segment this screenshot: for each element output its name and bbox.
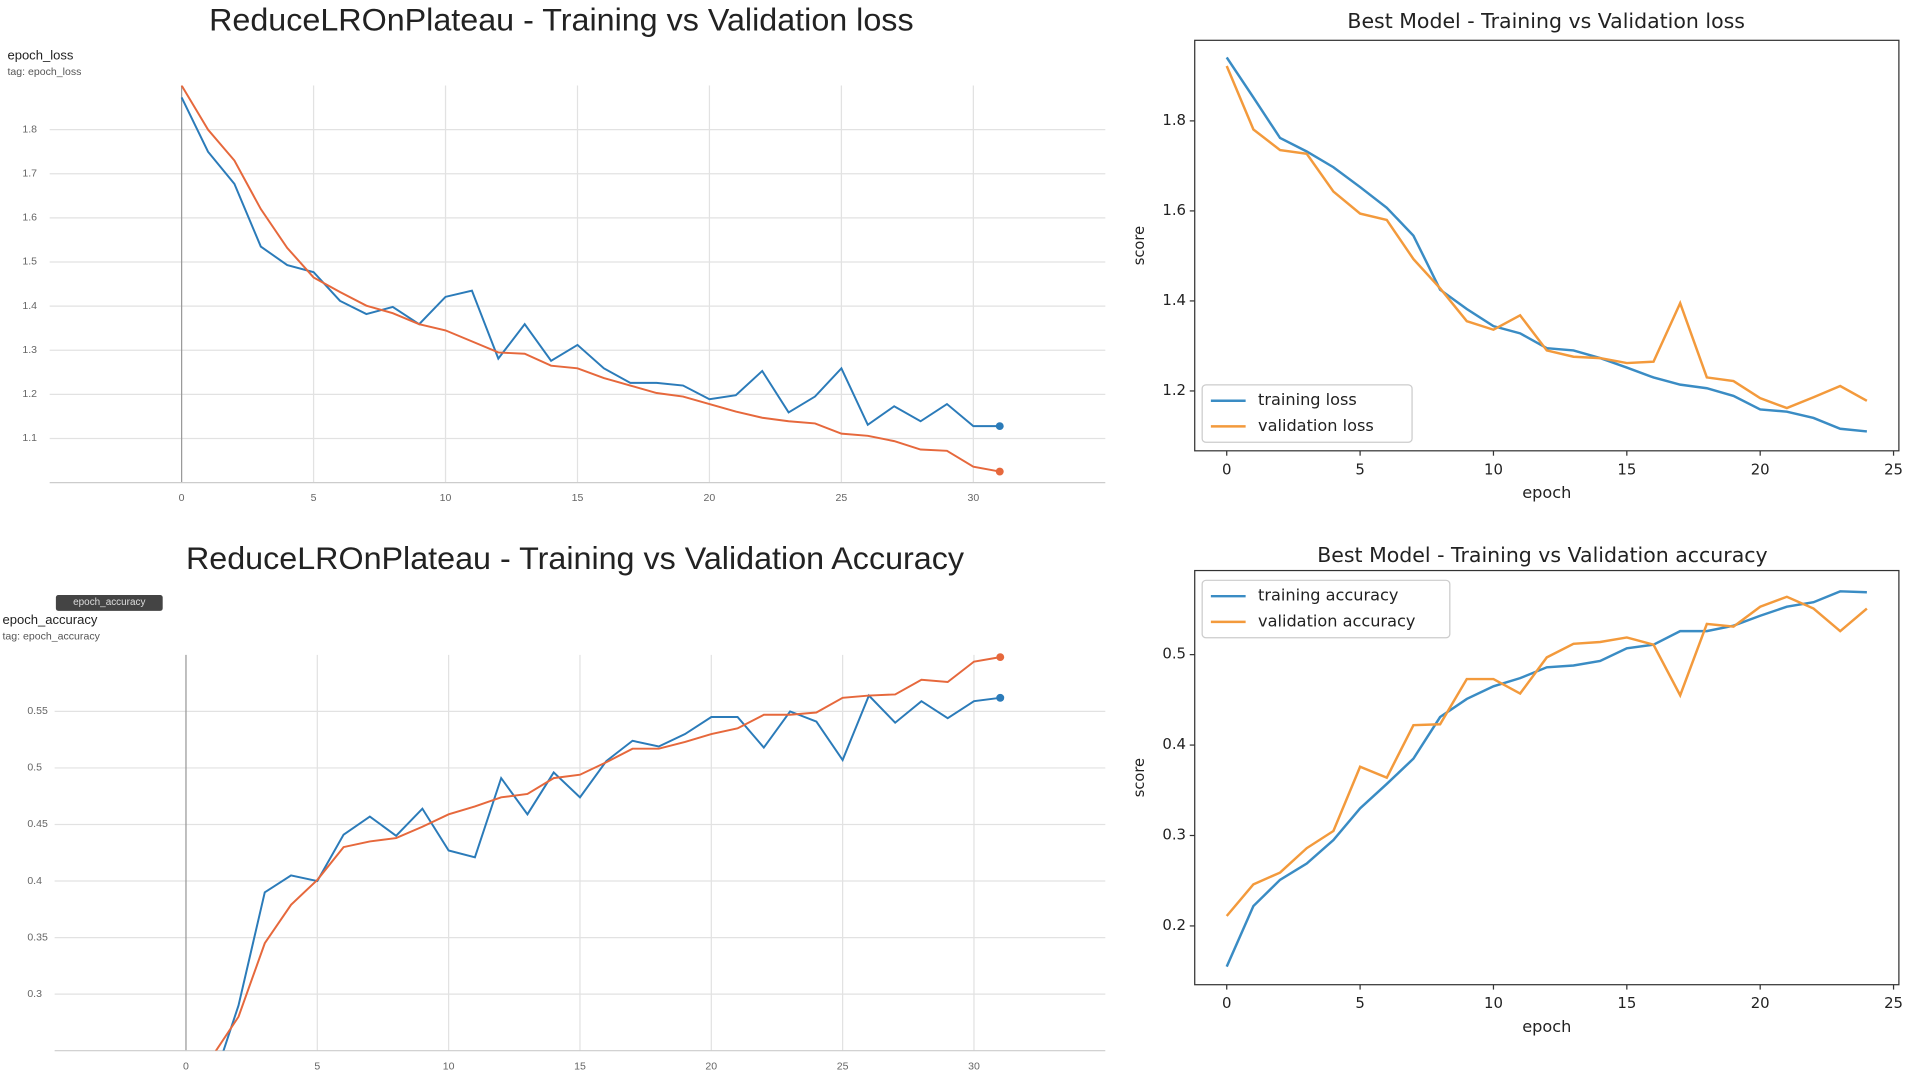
- chart: ReduceLROnPlateau - Training vs Validati…: [7, 2, 1106, 504]
- legend-box: [1201, 579, 1451, 639]
- y-tick-label: 0.5: [27, 763, 42, 774]
- x-tick-label: 30: [968, 1061, 980, 1072]
- series-line: [1225, 56, 1868, 433]
- y-tick-label: 1.6: [22, 213, 37, 224]
- x-tick-label: 25: [837, 1061, 849, 1072]
- end-marker: [995, 467, 1004, 476]
- x-axis-label: epoch: [1522, 1017, 1571, 1036]
- y-tick-label: 0.45: [27, 819, 48, 830]
- legend-box: [1201, 384, 1413, 443]
- x-tick-label: 10: [1484, 995, 1503, 1012]
- x-tick-label: 0: [1222, 995, 1231, 1012]
- y-tick-label: 1.3: [22, 345, 37, 356]
- y-tick-label: 1.4: [22, 301, 37, 312]
- y-tick-label: 0.2: [1162, 917, 1186, 934]
- legend-label: validation loss: [1258, 416, 1374, 435]
- x-tick-label: 25: [836, 493, 848, 504]
- y-tick-label: 1.8: [22, 124, 37, 135]
- y-tick-label: 0.4: [27, 876, 42, 887]
- y-axis-label: score: [1131, 758, 1148, 797]
- x-tick-label: 20: [705, 1061, 717, 1072]
- x-tick-label: 10: [443, 1061, 455, 1072]
- end-marker: [996, 693, 1005, 702]
- tooltip: epoch_accuracy: [73, 597, 145, 608]
- x-tick-label: 30: [967, 493, 979, 504]
- y-tick-label: 1.4: [1162, 292, 1186, 309]
- y-tick-label: 0.3: [27, 989, 42, 1000]
- y-tick-label: 0.5: [1162, 646, 1186, 663]
- series-line: [1225, 590, 1867, 968]
- x-tick-label: 20: [1751, 995, 1770, 1012]
- series-line: [214, 656, 1001, 1051]
- chart-tag: tag: epoch_loss: [7, 67, 81, 78]
- x-tick-label: 0: [183, 1061, 189, 1072]
- y-tick-label: 0.4: [1162, 736, 1186, 753]
- series-line: [1225, 595, 1868, 917]
- chart-title: ReduceLROnPlateau - Training vs Validati…: [186, 540, 964, 576]
- y-axis-label: score: [1131, 226, 1148, 265]
- legend-label: validation accuracy: [1258, 611, 1415, 630]
- x-tick-label: 0: [1222, 461, 1231, 478]
- legend-label: training accuracy: [1258, 586, 1398, 605]
- y-tick-label: 1.6: [1162, 202, 1186, 219]
- y-tick-label: 1.5: [22, 257, 37, 268]
- x-tick-label: 5: [311, 493, 317, 504]
- x-tick-label: 0: [179, 493, 185, 504]
- x-tick-label: 15: [1617, 995, 1636, 1012]
- tooltip-box: [55, 594, 163, 611]
- y-tick-label: 1.7: [22, 169, 37, 180]
- chart: Best Model - Training vs Validation accu…: [1131, 543, 1903, 1036]
- y-tick-label: 1.2: [22, 389, 37, 400]
- y-tick-label: 1.2: [1162, 382, 1186, 399]
- x-tick-label: 25: [1884, 995, 1903, 1012]
- x-tick-label: 25: [1884, 461, 1903, 478]
- x-tick-label: 15: [1617, 461, 1636, 478]
- plot-frame: [1194, 569, 1900, 986]
- chart-tag: tag: epoch_accuracy: [2, 631, 100, 642]
- y-tick-label: 0.55: [27, 706, 48, 717]
- x-tick-label: 10: [1484, 461, 1503, 478]
- x-tick-label: 10: [440, 493, 452, 504]
- x-tick-label: 20: [704, 493, 716, 504]
- y-tick-label: 0.35: [27, 932, 48, 943]
- series-line: [180, 85, 1000, 473]
- x-tick-label: 15: [572, 493, 584, 504]
- y-tick-label: 1.1: [22, 433, 37, 444]
- series-line: [1225, 65, 1868, 410]
- end-marker: [996, 653, 1005, 662]
- chart-subtitle: epoch_accuracy: [2, 612, 97, 627]
- chart-title: ReduceLROnPlateau - Training vs Validati…: [209, 2, 914, 38]
- chart: Best Model - Training vs Validation loss…: [1131, 9, 1903, 502]
- x-axis-label: epoch: [1522, 483, 1571, 502]
- x-tick-label: 5: [314, 1061, 320, 1072]
- chart-title: Best Model - Training vs Validation accu…: [1317, 543, 1767, 567]
- x-tick-label: 5: [1355, 995, 1364, 1012]
- legend-label: training loss: [1258, 390, 1357, 409]
- x-tick-label: 15: [574, 1061, 586, 1072]
- chart: ReduceLROnPlateau - Training vs Validati…: [2, 540, 1106, 1072]
- chart-title: Best Model - Training vs Validation loss: [1347, 9, 1745, 33]
- x-tick-label: 5: [1355, 461, 1364, 478]
- x-tick-label: 20: [1751, 461, 1770, 478]
- y-tick-label: 0.3: [1162, 827, 1186, 844]
- plot-frame: [1194, 39, 1900, 452]
- end-marker: [995, 422, 1004, 431]
- series-line: [180, 97, 1000, 428]
- chart-subtitle: epoch_loss: [7, 48, 73, 63]
- y-tick-label: 1.8: [1162, 112, 1186, 129]
